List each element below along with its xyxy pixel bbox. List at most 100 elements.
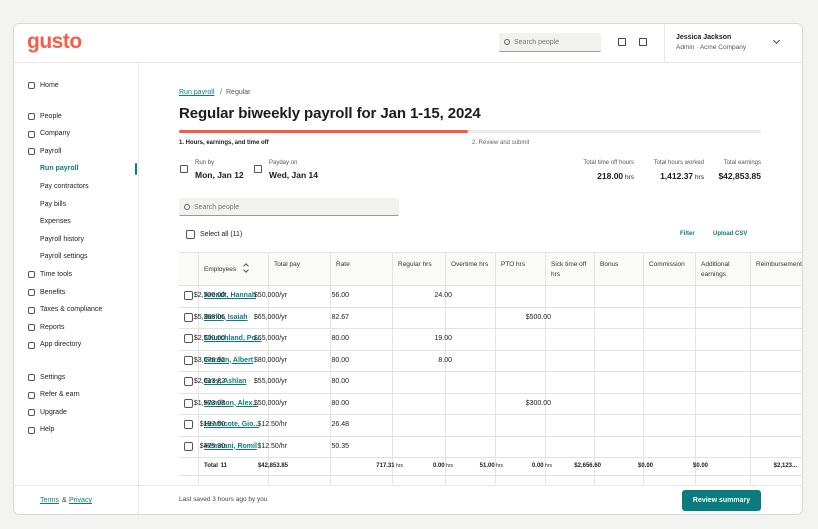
table-cell: 19.00 (434, 335, 452, 342)
table-cell: 24.00 (434, 292, 452, 299)
table-cell: $1,973.08 (193, 399, 225, 407)
row-border (179, 328, 802, 329)
upload-action[interactable]: Upload CSV (713, 231, 748, 237)
row-checkbox[interactable] (184, 334, 193, 343)
summary-number: 218.00 (597, 171, 624, 181)
column-border (750, 252, 751, 484)
column-header: Bonus (600, 261, 619, 268)
date-icon (254, 165, 262, 173)
nav-icon (28, 426, 35, 434)
select-all-checkbox[interactable] (186, 230, 195, 239)
row-border (179, 252, 802, 253)
nav-subitem[interactable]: Expenses (40, 218, 71, 226)
summary-label: Total time off hours (583, 160, 634, 166)
employee-link[interactable]: Arendt, Hannah (204, 292, 257, 299)
nav-item[interactable]: Home (40, 81, 59, 89)
employee-link[interactable]: Churchland, Po... (204, 335, 262, 342)
employee-link[interactable]: Hemnani, Romil (204, 442, 257, 450)
calendar-icon[interactable] (618, 38, 626, 46)
total-value: 0.00 (531, 463, 544, 469)
total-cell: $2,123... (774, 463, 797, 469)
terms-link[interactable]: Terms (40, 497, 60, 504)
column-header: Regular hrs (398, 261, 432, 268)
table-cell: $5,368.06 (193, 313, 225, 321)
nav-item[interactable]: Settings (40, 373, 66, 381)
nav-item[interactable]: Reports (40, 323, 65, 331)
nav-subitem[interactable]: Pay bills (40, 200, 67, 208)
page-title: Regular biweekly payroll for Jan 1-15, 2… (179, 105, 481, 122)
row-checkbox[interactable] (184, 420, 193, 429)
nav-subitem[interactable]: Payroll settings (40, 253, 88, 261)
nav-subitem[interactable]: Payroll history (40, 235, 84, 243)
total-cell: $2,656.60 (574, 463, 601, 469)
row-border (179, 435, 802, 437)
header-search[interactable]: Search people (499, 33, 601, 52)
row-checkbox[interactable] (184, 312, 193, 322)
summary: Total earnings $42,853.85 (671, 159, 761, 183)
summary-label: Total hours worked (653, 160, 704, 166)
nav-item[interactable]: App directory (40, 341, 82, 349)
row-checkbox[interactable] (184, 377, 193, 386)
column-border (268, 252, 269, 484)
employee-link[interactable]: Gordon, Albert (204, 356, 254, 364)
table-cell: $300.00 (525, 399, 551, 407)
table-cell: 80.00 (331, 356, 349, 364)
total-value: 51.00 (479, 463, 495, 469)
user-name[interactable]: Jessica Jackson (676, 34, 732, 41)
table-cell: $65,000/yr (253, 313, 287, 321)
row-checkbox[interactable] (184, 398, 193, 408)
filter-action[interactable]: Filter (680, 231, 695, 237)
employee-link[interactable]: Heathcote, Gio... (204, 421, 260, 428)
privacy-link[interactable]: Privacy (69, 497, 92, 504)
review-summary-button[interactable]: Review summary (682, 490, 761, 511)
table-search[interactable]: Search people (179, 198, 399, 216)
summary-unit: hrs (693, 174, 704, 181)
table-cell: $12.50/hr (257, 421, 287, 428)
button-label[interactable]: Review summary (692, 497, 751, 504)
payroll-table: Employees Total pay Rate Regular hrs Overtim… (179, 252, 802, 484)
sidebar-footer-divider (14, 485, 138, 486)
column-header: Reimbursements (756, 261, 802, 268)
row-border (179, 392, 802, 394)
row-checkbox[interactable] (184, 441, 193, 451)
date-icon (180, 165, 188, 173)
nav-icon (28, 374, 35, 381)
total-label: Total (204, 463, 218, 469)
nav-active-indicator (135, 162, 137, 175)
nav-item[interactable]: Time tools (40, 270, 73, 278)
nav-item[interactable]: Payroll (40, 147, 62, 155)
nav-item[interactable]: Benefits (40, 288, 66, 296)
nav-item[interactable]: Company (40, 130, 70, 138)
employee-link[interactable]: Berlin, Isaiah (204, 313, 248, 321)
search-placeholder: Search people (194, 204, 240, 211)
summary: Total time off hours 218.00 hrs (544, 159, 634, 183)
nav-item[interactable]: Upgrade (40, 408, 67, 416)
user-divider (664, 24, 665, 62)
logo[interactable]: gusto (27, 30, 82, 53)
total-cell: 51.00 hrs (480, 463, 503, 469)
column-header[interactable]: Employees (204, 266, 237, 273)
nav-item[interactable]: Help (40, 426, 55, 434)
employee-link[interactable]: Grey, Ashlan (204, 378, 247, 385)
table-header-bg (179, 252, 802, 285)
nav-subitem[interactable]: Pay contractors (40, 182, 89, 190)
nav-icon (28, 271, 35, 279)
nav-item[interactable]: Taxes & compliance (40, 306, 103, 314)
nav-item[interactable]: Refer & earn (40, 391, 80, 399)
nav-subitem[interactable]: Run payroll (40, 165, 79, 173)
gift-icon[interactable] (639, 38, 647, 46)
footer-and: & (62, 497, 67, 504)
row-checkbox[interactable] (184, 355, 193, 365)
nav-icon (28, 289, 35, 296)
date-label: Payday on (269, 160, 298, 166)
breadcrumb-current: Regular (226, 89, 251, 96)
column-border (392, 252, 393, 484)
breadcrumb-link[interactable]: Run payroll (179, 89, 215, 96)
employee-link[interactable]: Hamilton, Alex... (204, 399, 259, 407)
summary-number: 1,412.37 (660, 171, 694, 181)
row-checkbox[interactable] (184, 291, 193, 300)
row-border (179, 475, 802, 476)
total-value: $0.00 (637, 463, 653, 469)
nav-item[interactable]: People (40, 112, 62, 120)
